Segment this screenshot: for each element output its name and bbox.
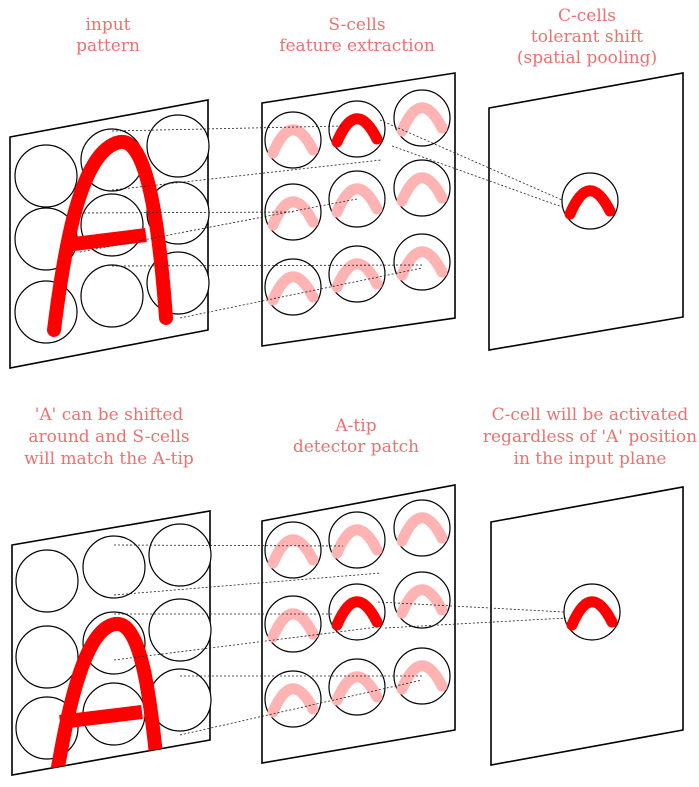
bottom-c-cells-label-line1: C-cell will be activated bbox=[492, 405, 689, 425]
top-s-cells-label-line2: feature extraction bbox=[279, 36, 435, 56]
top-c-cells-label-line1: C-cells bbox=[558, 6, 616, 26]
top-c-cell bbox=[561, 172, 619, 230]
top-labels: input pattern S-cells feature extraction… bbox=[76, 6, 657, 68]
top-c-cells-label-line3: (spatial pooling) bbox=[517, 48, 657, 68]
top-letter-a bbox=[47, 134, 173, 337]
bottom-input-plane bbox=[11, 510, 212, 776]
top-input-label-line1: input bbox=[85, 15, 130, 35]
bottom-input-label-line3: will match the A-tip bbox=[24, 449, 194, 469]
top-input-plane bbox=[9, 99, 210, 369]
bottom-c-cell bbox=[563, 583, 621, 641]
bottom-labels: 'A' can be shifted around and S-cells wi… bbox=[24, 405, 697, 469]
top-s-cells-label-line1: S-cells bbox=[328, 15, 385, 35]
bottom-connections bbox=[113, 544, 567, 736]
bottom-input-label-line1: 'A' can be shifted bbox=[35, 405, 184, 425]
bottom-input-label-line2: around and S-cells bbox=[28, 427, 189, 447]
bottom-s-cells-label-line2: detector patch bbox=[293, 437, 419, 457]
top-input-label-line2: pattern bbox=[76, 36, 140, 56]
bottom-s-cells-label-line1: A-tip bbox=[334, 416, 376, 436]
top-s-cells-plane bbox=[261, 72, 456, 347]
bottom-input-receptive-fields bbox=[15, 523, 212, 760]
top-connections bbox=[79, 119, 566, 319]
bottom-s-cell-units bbox=[264, 499, 451, 728]
bottom-s-cells-plane bbox=[261, 484, 456, 764]
top-s-cell-units bbox=[264, 89, 451, 316]
bottom-letter-a bbox=[47, 616, 165, 775]
bottom-c-cells-label-line3: in the input plane bbox=[514, 449, 667, 469]
bottom-c-cells-plane bbox=[490, 486, 684, 766]
top-c-cells-label-line2: tolerant shift bbox=[531, 27, 643, 47]
bottom-c-cells-label-line2: regardless of 'A' position bbox=[483, 427, 697, 447]
top-c-cells-plane bbox=[488, 72, 684, 351]
